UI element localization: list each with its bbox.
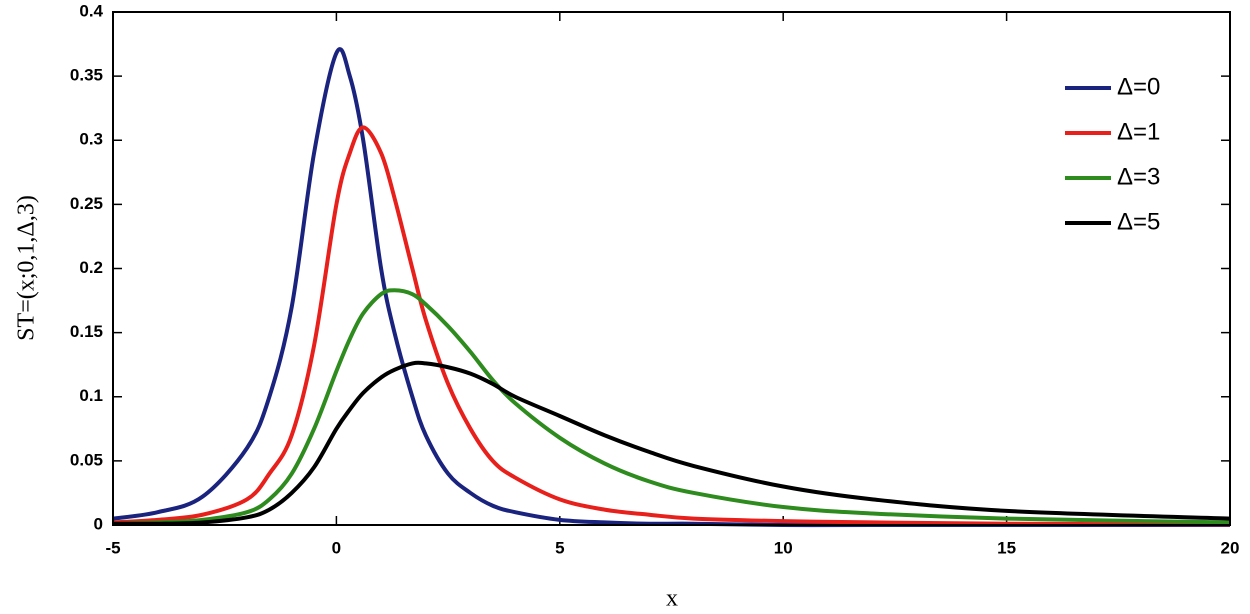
y-tick-label: 0.2 <box>79 258 103 277</box>
legend-label: Δ=5 <box>1117 208 1160 235</box>
x-tick-label: 5 <box>555 538 564 557</box>
y-tick-label: 0 <box>94 514 103 533</box>
legend-label: Δ=3 <box>1117 163 1160 190</box>
plot-frame <box>112 11 1231 526</box>
x-axis-label: x <box>666 586 678 612</box>
legend-label: Δ=1 <box>1117 118 1160 145</box>
x-tick-label: 0 <box>332 538 341 557</box>
series-line <box>112 47 1230 528</box>
series-line <box>112 125 1231 527</box>
y-tick-label: 0.05 <box>70 450 103 469</box>
series-line <box>112 288 1231 526</box>
legend-label: Δ=0 <box>1117 73 1160 100</box>
series-line <box>112 360 1231 526</box>
y-tick-label: 0.35 <box>70 66 103 85</box>
x-tick-label: 15 <box>997 538 1016 557</box>
y-axis-label: ST=(x;0,1,Δ,3) <box>14 195 40 341</box>
y-tick-label: 0.15 <box>70 322 103 341</box>
y-tick-label: 0.3 <box>79 130 103 149</box>
y-tick-label: 0.1 <box>79 386 103 405</box>
x-tick-label: 10 <box>774 538 793 557</box>
y-tick-label: 0.25 <box>70 194 103 213</box>
x-tick-label: -5 <box>105 538 120 557</box>
x-tick-label: 20 <box>1221 538 1240 557</box>
y-tick-label: 0.4 <box>79 1 103 20</box>
